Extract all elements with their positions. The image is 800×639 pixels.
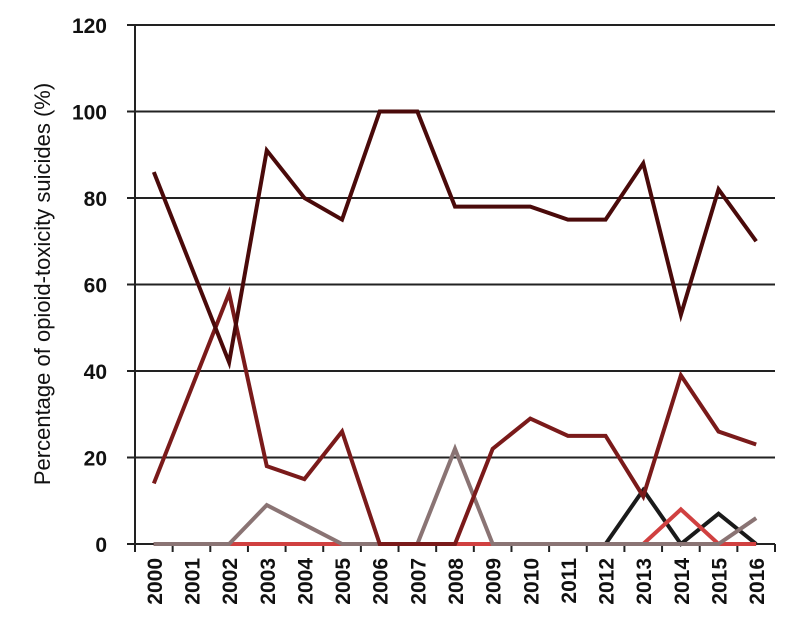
x-tick-label: 2015: [709, 558, 732, 605]
x-tick-label: 2011: [558, 558, 581, 604]
x-tick-label: 2014: [671, 558, 694, 605]
y-tick-label: 60: [84, 275, 107, 298]
y-tick-label: 120: [72, 15, 107, 38]
x-tick-label: 2006: [370, 558, 393, 605]
x-tick-label: 2001: [181, 558, 204, 605]
x-tick-label: 2016: [746, 558, 769, 605]
y-tick-label: 0: [95, 534, 107, 557]
x-tick-label: 2012: [596, 558, 619, 605]
x-tick-label: 2009: [483, 558, 506, 605]
x-tick-label: 2003: [257, 558, 280, 605]
x-tick-label: 2004: [294, 558, 317, 605]
y-tick-label: 40: [84, 361, 107, 384]
x-tick-label: 2002: [219, 558, 242, 605]
series-lines: [151, 109, 758, 547]
series-line: [151, 109, 758, 370]
x-axis: 2000 2001 2002 2003 2004 2005 2006 2007 2008 2009…: [134, 544, 776, 605]
y-axis-title: Percentage of opioid-toxicity suicides (…: [30, 83, 55, 485]
x-tick-label: 2013: [633, 558, 656, 605]
x-tick-label: 2005: [332, 558, 355, 605]
series-line: [153, 486, 758, 547]
x-tick-label: 2000: [144, 558, 167, 605]
series-line: [153, 443, 758, 546]
x-tick-label: 2008: [445, 558, 468, 605]
y-tick-label: 20: [84, 448, 107, 471]
x-tick-label: 2010: [520, 558, 543, 605]
gridlines: [127, 24, 775, 545]
x-tick-label: 2007: [407, 558, 430, 605]
y-axis: 0 20 40 60 80 100 120: [72, 15, 136, 557]
y-tick-label: 80: [84, 188, 107, 211]
y-tick-label: 100: [72, 102, 107, 125]
series-line: [151, 286, 757, 546]
